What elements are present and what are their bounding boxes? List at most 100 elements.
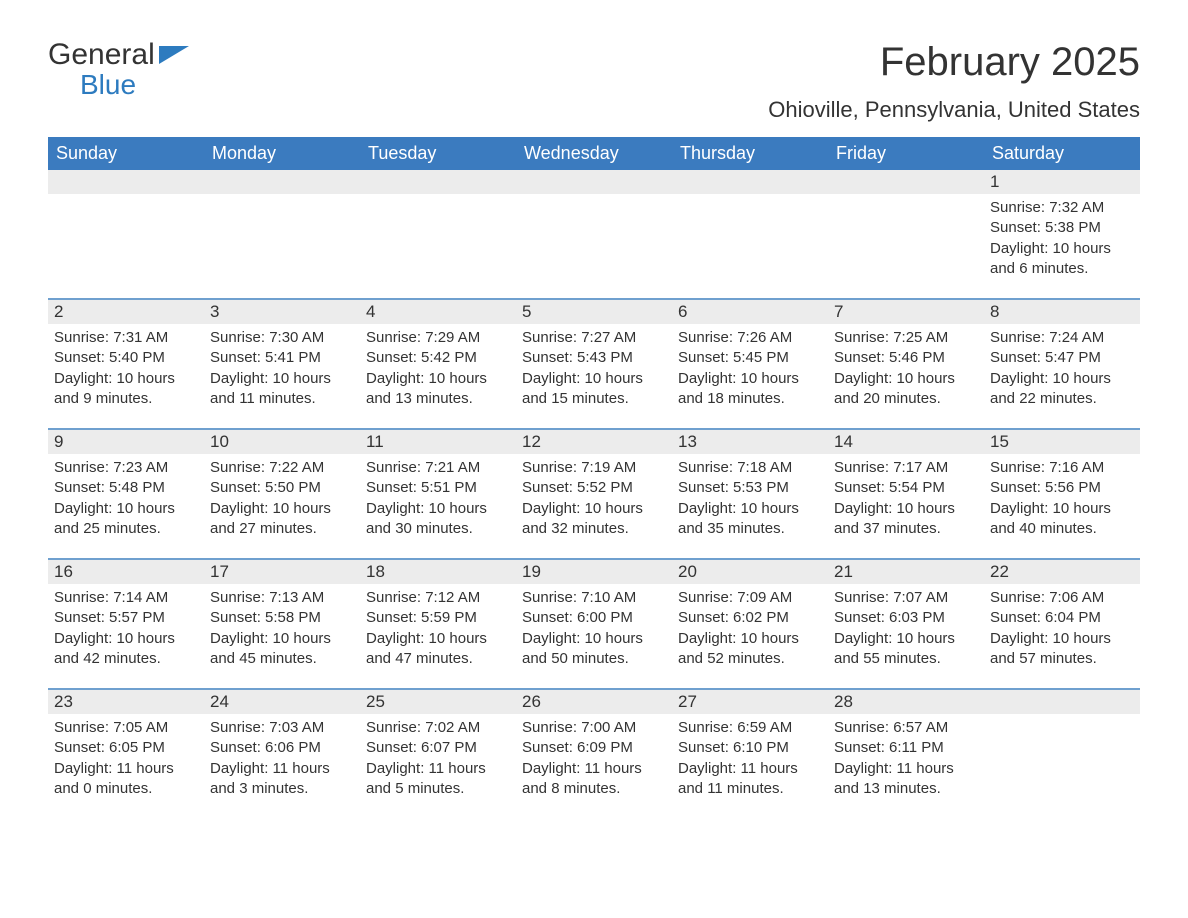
day-sunrise: Sunrise: 7:05 AM: [54, 718, 198, 738]
day-sunrise: Sunrise: 7:09 AM: [678, 588, 822, 608]
day-sunset: Sunset: 5:52 PM: [522, 478, 666, 498]
day-sunrise: Sunrise: 7:17 AM: [834, 458, 978, 478]
day-body: Sunrise: 7:09 AMSunset: 6:02 PMDaylight:…: [672, 584, 828, 673]
day-sunset: Sunset: 5:59 PM: [366, 608, 510, 628]
day-daylight1: Daylight: 10 hours: [210, 369, 354, 389]
day-number: 23: [48, 690, 204, 714]
day-sunset: Sunset: 5:42 PM: [366, 348, 510, 368]
day-number: [984, 690, 1140, 714]
day-daylight2: and 35 minutes.: [678, 519, 822, 539]
day-daylight2: and 18 minutes.: [678, 389, 822, 409]
day-body: Sunrise: 7:23 AMSunset: 5:48 PMDaylight:…: [48, 454, 204, 543]
day-body: Sunrise: 7:12 AMSunset: 5:59 PMDaylight:…: [360, 584, 516, 673]
day-body: Sunrise: 7:31 AMSunset: 5:40 PMDaylight:…: [48, 324, 204, 413]
day-cell: 4Sunrise: 7:29 AMSunset: 5:42 PMDaylight…: [360, 300, 516, 428]
day-sunset: Sunset: 5:53 PM: [678, 478, 822, 498]
day-cell: [360, 170, 516, 298]
day-sunrise: Sunrise: 7:03 AM: [210, 718, 354, 738]
day-daylight1: Daylight: 10 hours: [834, 499, 978, 519]
day-cell: 15Sunrise: 7:16 AMSunset: 5:56 PMDayligh…: [984, 430, 1140, 558]
day-sunset: Sunset: 6:09 PM: [522, 738, 666, 758]
day-daylight1: Daylight: 10 hours: [834, 629, 978, 649]
day-daylight1: Daylight: 11 hours: [522, 759, 666, 779]
day-cell: 26Sunrise: 7:00 AMSunset: 6:09 PMDayligh…: [516, 690, 672, 818]
day-cell: 9Sunrise: 7:23 AMSunset: 5:48 PMDaylight…: [48, 430, 204, 558]
day-daylight2: and 11 minutes.: [210, 389, 354, 409]
day-cell: 2Sunrise: 7:31 AMSunset: 5:40 PMDaylight…: [48, 300, 204, 428]
day-sunrise: Sunrise: 7:16 AM: [990, 458, 1134, 478]
day-daylight2: and 50 minutes.: [522, 649, 666, 669]
day-number: 12: [516, 430, 672, 454]
day-number: 16: [48, 560, 204, 584]
day-body: Sunrise: 6:59 AMSunset: 6:10 PMDaylight:…: [672, 714, 828, 803]
day-cell: 24Sunrise: 7:03 AMSunset: 6:06 PMDayligh…: [204, 690, 360, 818]
day-sunset: Sunset: 5:45 PM: [678, 348, 822, 368]
day-body: Sunrise: 7:30 AMSunset: 5:41 PMDaylight:…: [204, 324, 360, 413]
day-body: Sunrise: 7:27 AMSunset: 5:43 PMDaylight:…: [516, 324, 672, 413]
day-sunset: Sunset: 6:10 PM: [678, 738, 822, 758]
day-number: 3: [204, 300, 360, 324]
day-cell: 5Sunrise: 7:27 AMSunset: 5:43 PMDaylight…: [516, 300, 672, 428]
day-daylight1: Daylight: 10 hours: [990, 629, 1134, 649]
day-daylight1: Daylight: 11 hours: [54, 759, 198, 779]
day-body: Sunrise: 7:25 AMSunset: 5:46 PMDaylight:…: [828, 324, 984, 413]
day-body: Sunrise: 7:26 AMSunset: 5:45 PMDaylight:…: [672, 324, 828, 413]
day-number: 6: [672, 300, 828, 324]
day-daylight2: and 25 minutes.: [54, 519, 198, 539]
day-sunset: Sunset: 5:56 PM: [990, 478, 1134, 498]
day-number: 25: [360, 690, 516, 714]
day-cell: 22Sunrise: 7:06 AMSunset: 6:04 PMDayligh…: [984, 560, 1140, 688]
day-sunset: Sunset: 5:51 PM: [366, 478, 510, 498]
day-daylight1: Daylight: 10 hours: [990, 499, 1134, 519]
logo-flag-icon: [159, 46, 189, 73]
day-sunrise: Sunrise: 6:59 AM: [678, 718, 822, 738]
day-sunrise: Sunrise: 7:29 AM: [366, 328, 510, 348]
day-body: Sunrise: 7:29 AMSunset: 5:42 PMDaylight:…: [360, 324, 516, 413]
day-sunrise: Sunrise: 7:10 AM: [522, 588, 666, 608]
day-sunrise: Sunrise: 7:14 AM: [54, 588, 198, 608]
day-sunset: Sunset: 5:43 PM: [522, 348, 666, 368]
day-body: Sunrise: 7:24 AMSunset: 5:47 PMDaylight:…: [984, 324, 1140, 413]
day-number: [672, 170, 828, 194]
day-sunrise: Sunrise: 7:21 AM: [366, 458, 510, 478]
day-number: [516, 170, 672, 194]
day-sunrise: Sunrise: 7:02 AM: [366, 718, 510, 738]
day-daylight2: and 40 minutes.: [990, 519, 1134, 539]
day-number: 11: [360, 430, 516, 454]
day-sunrise: Sunrise: 7:31 AM: [54, 328, 198, 348]
day-daylight1: Daylight: 11 hours: [210, 759, 354, 779]
day-sunset: Sunset: 6:11 PM: [834, 738, 978, 758]
logo-general: General: [48, 38, 155, 71]
day-body: Sunrise: 7:32 AMSunset: 5:38 PMDaylight:…: [984, 194, 1140, 283]
day-sunset: Sunset: 5:38 PM: [990, 218, 1134, 238]
day-sunrise: Sunrise: 7:24 AM: [990, 328, 1134, 348]
day-daylight1: Daylight: 10 hours: [210, 629, 354, 649]
logo-text-block: General Blue: [48, 40, 189, 101]
day-cell: 16Sunrise: 7:14 AMSunset: 5:57 PMDayligh…: [48, 560, 204, 688]
day-sunset: Sunset: 5:54 PM: [834, 478, 978, 498]
day-cell: [828, 170, 984, 298]
header-row: General Blue February 2025 Ohioville, Pe…: [48, 40, 1140, 123]
day-body: Sunrise: 7:21 AMSunset: 5:51 PMDaylight:…: [360, 454, 516, 543]
week-row: 9Sunrise: 7:23 AMSunset: 5:48 PMDaylight…: [48, 428, 1140, 558]
day-sunrise: Sunrise: 7:32 AM: [990, 198, 1134, 218]
day-number: 18: [360, 560, 516, 584]
day-sunrise: Sunrise: 7:23 AM: [54, 458, 198, 478]
day-cell: 3Sunrise: 7:30 AMSunset: 5:41 PMDaylight…: [204, 300, 360, 428]
day-header-wed: Wednesday: [516, 137, 672, 170]
day-cell: 13Sunrise: 7:18 AMSunset: 5:53 PMDayligh…: [672, 430, 828, 558]
week-row: 16Sunrise: 7:14 AMSunset: 5:57 PMDayligh…: [48, 558, 1140, 688]
day-sunrise: Sunrise: 7:19 AM: [522, 458, 666, 478]
day-body: Sunrise: 7:07 AMSunset: 6:03 PMDaylight:…: [828, 584, 984, 673]
day-daylight1: Daylight: 10 hours: [366, 629, 510, 649]
day-number: 21: [828, 560, 984, 584]
logo-blue: Blue: [80, 69, 189, 101]
day-daylight2: and 32 minutes.: [522, 519, 666, 539]
day-daylight1: Daylight: 11 hours: [366, 759, 510, 779]
day-daylight2: and 13 minutes.: [834, 779, 978, 799]
day-body: Sunrise: 7:17 AMSunset: 5:54 PMDaylight:…: [828, 454, 984, 543]
day-cell: 23Sunrise: 7:05 AMSunset: 6:05 PMDayligh…: [48, 690, 204, 818]
day-daylight2: and 55 minutes.: [834, 649, 978, 669]
day-sunset: Sunset: 6:07 PM: [366, 738, 510, 758]
day-daylight1: Daylight: 10 hours: [54, 499, 198, 519]
